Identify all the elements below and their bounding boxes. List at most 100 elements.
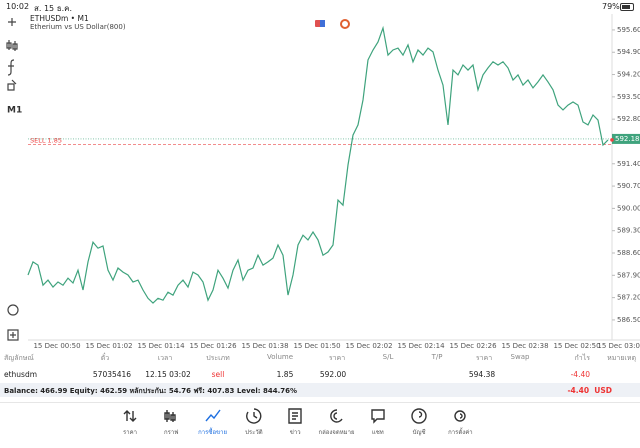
nav-label: กล่องจดหมาย — [318, 429, 355, 436]
cell-symbol: ethusdm — [4, 370, 38, 379]
column-header: Volume — [266, 353, 294, 361]
y-tick-label: 587.20 — [617, 294, 640, 302]
nav-label: แชท — [371, 429, 384, 436]
column-header: เวลา — [157, 354, 173, 362]
refresh-icon[interactable] — [340, 19, 350, 29]
bottom-nav: ราคา กราฟ การซื้อขาย ประวัติ ข่าว กล่องจดหมาย… — [0, 402, 640, 448]
cell-type: sell — [211, 370, 225, 379]
account-summary: Balance: 466.99 Equity: 462.59 หลักประกั… — [4, 387, 298, 395]
nav-icon — [329, 409, 343, 423]
x-tick-label: 15 Dec 02:38 — [501, 342, 548, 350]
nav-icon — [411, 408, 427, 424]
clock: 10:02 — [6, 2, 30, 11]
price-line-series — [27, 25, 609, 304]
column-header: ราคา — [328, 354, 346, 362]
toolbar-icons — [6, 18, 19, 341]
x-tick-label: 15 Dec 02:26 — [449, 342, 497, 350]
nav-item[interactable]: ข่าว — [270, 407, 320, 437]
y-tick-label: 593.50 — [617, 93, 640, 101]
add-tool[interactable] — [7, 329, 19, 341]
x-tick-label: 15 Dec 01:26 — [189, 342, 237, 350]
cell-price: 592.00 — [319, 370, 347, 379]
y-tick-label: 590.00 — [617, 204, 640, 212]
nav-icon-shape — [371, 409, 385, 424]
x-tick-label: 15 Dec 01:50 — [293, 342, 340, 350]
nav-icon-shape — [454, 410, 467, 422]
cell-volume: 1.85 — [276, 370, 294, 379]
column-header: Swap — [510, 353, 530, 361]
column-header: S/L — [382, 353, 394, 361]
x-tick-label: 15 Dec 02:14 — [397, 342, 445, 350]
timeframe-button[interactable]: M1 — [7, 106, 22, 116]
x-tick-label: 15 Dec 02:50 — [553, 342, 600, 350]
y-tick-label: 594.90 — [617, 48, 640, 56]
nav-label: บัญชี — [412, 429, 426, 436]
nav-icon — [371, 409, 385, 424]
nav-icon-shape — [245, 408, 262, 424]
column-header: หมายเหตุ — [607, 354, 636, 362]
column-header: ตั๋ว — [100, 354, 110, 362]
y-tick-label: 586.50 — [617, 316, 640, 324]
y-tick-label: 591.40 — [617, 160, 640, 168]
nav-item[interactable]: การตั้งค่า — [435, 407, 485, 437]
nav-label: ประวัติ — [245, 429, 263, 436]
nav-label: การตั้งค่า — [448, 429, 473, 436]
one-click-icon-part — [320, 20, 325, 27]
nav-item[interactable]: แชท — [353, 407, 403, 437]
nav-icon — [245, 408, 262, 424]
price-box — [612, 133, 640, 144]
objects-tool[interactable] — [7, 79, 17, 91]
y-tick-label: 592.80 — [617, 115, 640, 123]
x-tick-label: 15 Dec 01:02 — [85, 342, 132, 350]
cell-ticket: 57035416 — [92, 370, 132, 379]
date: ส. 15 ธ.ค. — [34, 4, 73, 13]
x-tick-label: 15 Dec 01:14 — [137, 342, 185, 350]
nav-item[interactable]: กล่องจดหมาย — [312, 407, 362, 437]
nav-label: ข่าว — [289, 429, 301, 436]
column-header: ราคา — [475, 354, 493, 362]
x-tick-label: 15 Dec 00:50 — [33, 342, 80, 350]
cell-time: 12.15 03:02 — [145, 370, 191, 379]
x-tick-label: 15 Dec 01:38 — [241, 342, 288, 350]
nav-item[interactable]: ราคา — [105, 407, 155, 437]
nav-label: กราฟ — [164, 429, 179, 436]
nav-icon-shape — [123, 410, 137, 422]
column-header: ประเภท — [206, 354, 230, 362]
indicator-tool[interactable] — [7, 59, 15, 76]
chart-description: Etherium vs US Dollar(800) — [30, 23, 126, 31]
summary-band — [0, 383, 640, 397]
nav-item[interactable]: การซื้อขาย — [188, 407, 238, 437]
nav-icon — [454, 410, 467, 422]
cell-current_price: 594.38 — [468, 370, 496, 379]
nav-label: การซื้อขาย — [198, 429, 228, 436]
nav-item[interactable]: กราฟ — [146, 407, 196, 437]
candle-tool[interactable] — [6, 40, 18, 51]
nav-item[interactable]: ประวัติ — [229, 407, 279, 437]
order-label: SELL 1.85 — [30, 137, 62, 145]
price-box-label: 592.18 — [615, 135, 640, 143]
y-tick-label: 590.70 — [617, 182, 640, 190]
nav-icon-shape — [288, 408, 302, 424]
nav-icon-shape — [329, 409, 343, 423]
nav-icon — [205, 409, 221, 422]
nav-icon-shape — [205, 409, 221, 422]
battery-level: 79% — [602, 2, 620, 11]
crosshair-tool[interactable] — [8, 18, 16, 26]
x-tick-label: 15 Dec 02:02 — [345, 342, 392, 350]
nav-icon-shape — [164, 410, 176, 422]
zoom-tool[interactable] — [7, 304, 19, 316]
column-header: กำไร — [574, 354, 590, 362]
y-tick-label: 587.90 — [617, 271, 640, 279]
column-header: T/P — [431, 353, 443, 361]
y-tick-label: 594.20 — [617, 71, 640, 79]
last-point — [610, 138, 614, 142]
nav-icon-shape — [411, 408, 427, 424]
y-tick-label: 595.60 — [617, 26, 640, 34]
y-tick-label: 588.60 — [617, 249, 640, 257]
cell-profit: -4.40 — [570, 370, 590, 379]
nav-item[interactable]: บัญชี — [394, 407, 444, 437]
nav-icon — [123, 410, 137, 422]
nav-icon — [288, 408, 302, 424]
account-total: -4.40 USD — [567, 386, 612, 395]
